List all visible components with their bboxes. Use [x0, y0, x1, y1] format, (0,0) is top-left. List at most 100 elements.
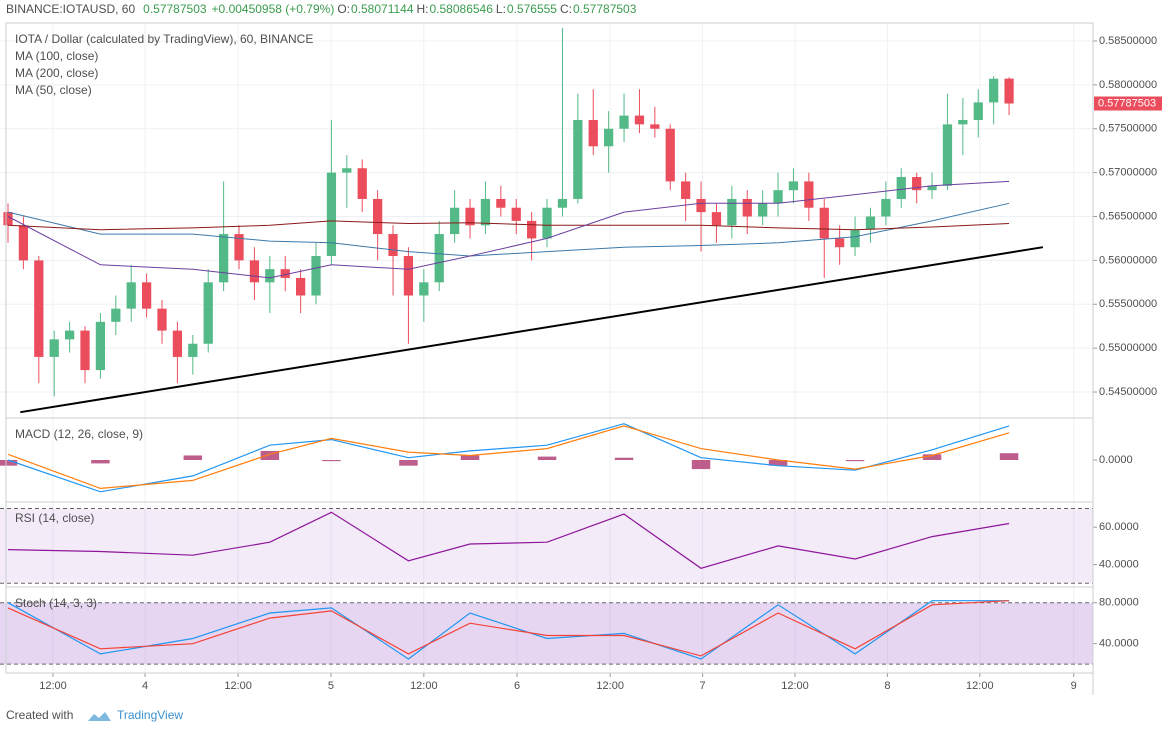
price-change: +0.00450958 (+0.79%) — [212, 2, 335, 16]
y-tick-label: 40.0000 — [1099, 558, 1139, 570]
candle-body — [188, 343, 198, 357]
y-tick-label: 60.0000 — [1099, 521, 1139, 533]
stoch-k-line — [7, 600, 1010, 660]
logo-icon — [88, 712, 111, 721]
y-tick-label: 0.58000000 — [1099, 79, 1157, 91]
x-tick-label: 12:00 — [781, 680, 809, 692]
candle-body — [788, 181, 799, 191]
x-tick-label: 12:00 — [596, 680, 624, 692]
candle-body — [758, 203, 768, 217]
candle-body — [80, 330, 90, 371]
candle-body — [373, 198, 383, 235]
candle-body — [265, 269, 275, 283]
stoch-d-line — [7, 600, 1010, 657]
y-tick-label: 40.0000 — [1099, 638, 1139, 650]
x-tick-label: 7 — [700, 680, 706, 692]
macd-line — [7, 423, 1010, 493]
legend-entry: MA (200, close) — [15, 66, 98, 80]
candle-body — [249, 260, 260, 283]
candle-body — [850, 229, 860, 248]
ohlc-value: 0.576555 — [507, 2, 557, 16]
candle-body — [989, 78, 999, 103]
ohlc-label: C: — [560, 2, 572, 16]
candle-body — [742, 198, 752, 217]
candle-body — [296, 277, 306, 296]
x-tick-label: 8 — [884, 680, 890, 692]
macd-histogram-bar — [691, 460, 711, 470]
candle-body — [450, 207, 460, 235]
legend-entry: MA (100, close) — [15, 49, 98, 63]
candle-body — [804, 181, 814, 208]
x-tick-label: 12:00 — [966, 680, 994, 692]
y-tick-label: 0.57500000 — [1099, 123, 1157, 135]
candle-body — [34, 260, 44, 357]
candle-body — [465, 207, 475, 226]
candle-body — [819, 207, 829, 239]
x-tick-label: 9 — [1071, 680, 1077, 692]
candle-body — [681, 181, 691, 199]
candle-body — [942, 124, 953, 186]
ma-line — [7, 220, 1010, 231]
candle-body — [696, 198, 706, 213]
y-tick-label: 0.54500000 — [1099, 386, 1157, 398]
candle-body — [3, 212, 13, 226]
macd-histogram-bar — [399, 460, 418, 466]
candle-body — [18, 225, 29, 261]
candle-body — [342, 168, 352, 173]
signal-line — [7, 425, 1010, 490]
candle-body — [434, 234, 444, 283]
y-tick-label: 0.55500000 — [1099, 298, 1157, 310]
legend-entry: MA (50, close) — [15, 83, 92, 97]
footer-brand[interactable]: TradingView — [117, 708, 183, 722]
candle-body — [527, 220, 537, 239]
ohlc-value: 0.58086546 — [430, 2, 494, 16]
candle-body — [881, 198, 891, 217]
candle-body — [865, 216, 876, 230]
macd-histogram-bar — [322, 460, 341, 462]
symbol: BINANCE:IOTAUSD, 60 — [6, 2, 135, 16]
macd-histogram-bar — [91, 460, 110, 464]
candle-body — [1004, 78, 1014, 104]
chart-title: IOTA / Dollar (calculated by TradingView… — [15, 32, 313, 46]
ohlc-label: H: — [417, 2, 429, 16]
x-tick-label: 12:00 — [39, 680, 67, 692]
x-tick-label: 12:00 — [224, 680, 252, 692]
pane-title: RSI (14, close) — [15, 511, 94, 525]
y-tick-label: 0.56500000 — [1099, 210, 1157, 222]
y-tick-label: 0.0000 — [1099, 454, 1133, 466]
candle-body — [711, 212, 722, 226]
price-label-bg — [1094, 96, 1162, 111]
candle-body — [203, 282, 213, 344]
candle-body — [95, 321, 106, 371]
candle-body — [480, 198, 491, 226]
macd-histogram-bar — [768, 460, 788, 466]
candle-body — [496, 198, 506, 208]
macd-histogram-bar — [460, 455, 480, 460]
ohlc-label: O: — [337, 2, 350, 16]
x-tick-label: 4 — [142, 680, 148, 692]
candle-body — [588, 119, 598, 147]
candle-body — [157, 308, 167, 331]
candle-body — [280, 269, 290, 278]
candle-body — [835, 238, 845, 248]
band — [0, 602, 1093, 665]
candle-body — [49, 339, 59, 357]
candle-body — [973, 102, 983, 120]
macd-histogram-bar — [845, 460, 865, 462]
candle-body — [234, 234, 244, 261]
candle-body — [388, 234, 398, 256]
candle-body — [912, 177, 922, 191]
price-label: 0.57787503 — [1098, 97, 1156, 109]
candle-body — [958, 119, 968, 125]
rsi-line — [7, 511, 1010, 569]
candle-body — [542, 207, 552, 239]
candle-body — [311, 255, 321, 296]
candle-body — [619, 115, 629, 129]
ohlc-value: 0.58071144 — [351, 2, 414, 16]
y-tick-label: 0.55000000 — [1099, 342, 1157, 354]
x-tick-label: 5 — [328, 680, 334, 692]
y-tick-label: 0.57000000 — [1099, 167, 1157, 179]
